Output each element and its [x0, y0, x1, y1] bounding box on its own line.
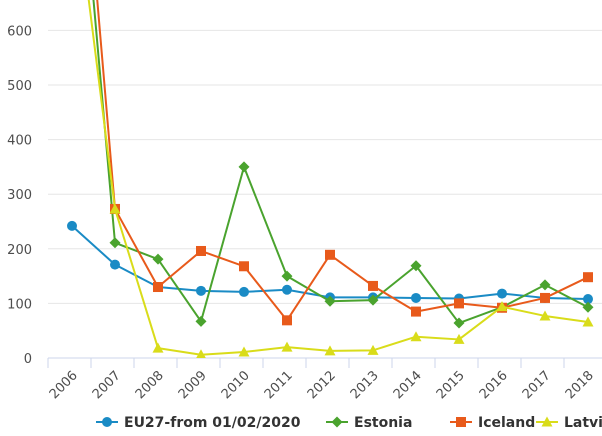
x-tick-label: 2018	[563, 368, 597, 402]
legend-label: Latvia	[564, 415, 602, 431]
data-point	[282, 315, 292, 326]
y-tick-label: 500	[7, 79, 32, 94]
data-point	[539, 279, 551, 291]
data-point	[411, 292, 421, 303]
legend-item-latvia[interactable]: Latvia	[536, 415, 602, 431]
series-line	[96, 0, 589, 322]
data-point	[324, 295, 336, 307]
data-point	[583, 272, 593, 283]
data-point	[453, 317, 465, 329]
series-iceland	[96, 0, 593, 326]
data-point	[453, 333, 465, 344]
x-tick-label: 2012	[305, 368, 339, 402]
y-axis: 0 100 200 300 400 500 600	[7, 24, 32, 367]
data-point	[454, 298, 464, 309]
legend-label: EU27-from 01/02/2020	[124, 415, 301, 431]
data-point	[539, 310, 551, 321]
x-axis: 2006 2007 2008 2009 2010 2011 2012 2013 2014 2015…	[47, 357, 602, 402]
x-tick-label: 2017	[520, 368, 554, 402]
legend-marker	[541, 416, 553, 427]
data-point	[282, 284, 292, 295]
data-point	[281, 270, 293, 282]
legend: EU27-from 01/02/2020 Estonia Iceland Latvia	[96, 415, 602, 431]
series-eu27-from-01-02-2020	[67, 220, 593, 305]
data-point	[281, 341, 293, 352]
y-tick-label: 600	[7, 24, 32, 39]
legend-item-iceland[interactable]: Iceland	[450, 415, 535, 431]
data-point	[410, 331, 422, 342]
legend-marker	[456, 417, 466, 427]
data-point	[196, 349, 206, 358]
x-tick-label: 2010	[219, 368, 253, 402]
data-point	[497, 288, 507, 299]
data-point	[239, 261, 249, 272]
series-line	[92, 0, 589, 325]
x-tick-label: 2015	[434, 368, 468, 402]
data-point	[324, 345, 336, 356]
series-layer	[67, 0, 594, 358]
data-point	[367, 294, 379, 306]
data-point	[238, 161, 250, 173]
data-point	[238, 346, 250, 357]
data-point	[196, 285, 206, 296]
x-tick-label: 2013	[348, 368, 382, 402]
legend-item-eu27-from-01-02-2020[interactable]: EU27-from 01/02/2020	[96, 415, 301, 431]
x-tick-label: 2014	[391, 368, 425, 402]
data-point	[368, 280, 378, 291]
legend-marker	[331, 416, 343, 428]
y-tick-label: 100	[7, 297, 32, 312]
data-point	[196, 245, 206, 256]
series-estonia	[92, 0, 594, 329]
x-tick-label: 2008	[133, 368, 167, 402]
data-point	[109, 237, 121, 249]
y-tick-label: 400	[7, 134, 32, 149]
data-point	[496, 301, 508, 312]
data-point	[110, 259, 120, 270]
data-point	[582, 301, 594, 313]
x-tick-label: 2006	[47, 368, 81, 402]
y-tick-label: 300	[7, 188, 32, 203]
series-latvia	[87, 0, 594, 358]
legend-label: Estonia	[354, 415, 412, 431]
x-tick-label: 2011	[262, 368, 296, 402]
data-point	[325, 249, 335, 260]
y-tick-label: 200	[7, 243, 32, 258]
series-line	[71, 225, 589, 301]
data-point	[411, 306, 421, 317]
data-point	[67, 220, 77, 231]
data-point	[367, 344, 379, 355]
x-tick-label: 2016	[477, 368, 511, 402]
data-point	[239, 286, 249, 297]
legend-item-estonia[interactable]: Estonia	[326, 415, 412, 431]
legend-label: Iceland	[478, 415, 535, 431]
data-point	[540, 292, 550, 303]
legend-marker	[102, 417, 112, 427]
x-tick-label: 2007	[90, 368, 124, 402]
data-point	[195, 315, 207, 327]
y-tick-label: 0	[24, 352, 32, 367]
data-point	[152, 253, 164, 265]
data-point	[153, 282, 163, 293]
x-tick-label: 2009	[176, 368, 210, 402]
data-point	[410, 260, 422, 272]
data-point	[582, 316, 594, 327]
data-point	[109, 203, 121, 214]
data-point	[152, 342, 164, 353]
data-point	[583, 294, 593, 305]
